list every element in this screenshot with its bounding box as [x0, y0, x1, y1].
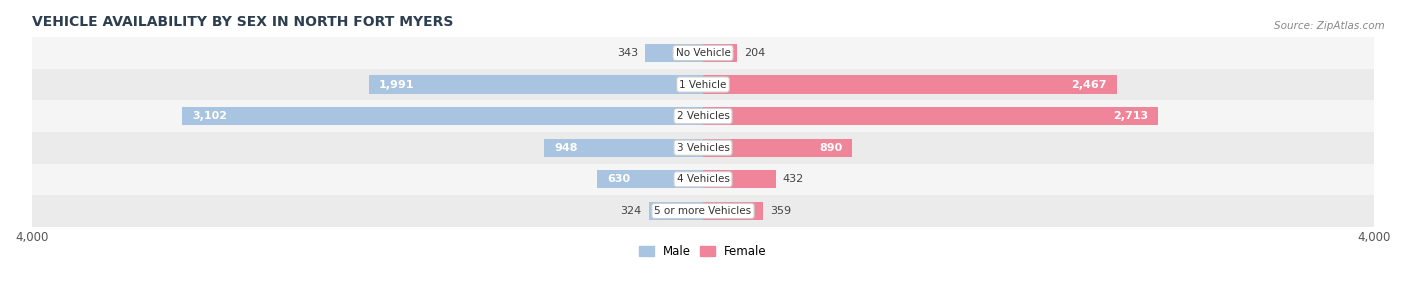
- Bar: [648, 202, 703, 220]
- Text: 204: 204: [744, 48, 765, 58]
- Bar: [183, 107, 703, 125]
- Text: 890: 890: [820, 143, 842, 153]
- Text: 2,713: 2,713: [1114, 111, 1149, 121]
- Bar: [544, 139, 703, 157]
- Text: No Vehicle: No Vehicle: [675, 48, 731, 58]
- Bar: [32, 100, 1374, 132]
- Text: 4 Vehicles: 4 Vehicles: [676, 174, 730, 184]
- Text: 359: 359: [770, 206, 792, 216]
- Bar: [645, 44, 703, 62]
- Bar: [32, 69, 1374, 100]
- Text: 948: 948: [554, 143, 578, 153]
- Text: 2,467: 2,467: [1071, 80, 1107, 90]
- Bar: [368, 75, 703, 94]
- Bar: [703, 44, 737, 62]
- Text: Source: ZipAtlas.com: Source: ZipAtlas.com: [1274, 21, 1385, 32]
- Bar: [32, 195, 1374, 227]
- Legend: Male, Female: Male, Female: [634, 240, 772, 263]
- Text: 3,102: 3,102: [193, 111, 228, 121]
- Text: 3 Vehicles: 3 Vehicles: [676, 143, 730, 153]
- Bar: [598, 170, 703, 188]
- Bar: [703, 75, 1116, 94]
- Bar: [32, 163, 1374, 195]
- Bar: [703, 107, 1159, 125]
- Bar: [32, 132, 1374, 163]
- Bar: [703, 139, 852, 157]
- Bar: [32, 37, 1374, 69]
- Bar: [703, 170, 776, 188]
- Text: 1 Vehicle: 1 Vehicle: [679, 80, 727, 90]
- Text: 1,991: 1,991: [380, 80, 415, 90]
- Text: 5 or more Vehicles: 5 or more Vehicles: [654, 206, 752, 216]
- Text: 324: 324: [620, 206, 643, 216]
- Text: 2 Vehicles: 2 Vehicles: [676, 111, 730, 121]
- Text: VEHICLE AVAILABILITY BY SEX IN NORTH FORT MYERS: VEHICLE AVAILABILITY BY SEX IN NORTH FOR…: [32, 15, 453, 29]
- Text: 432: 432: [782, 174, 803, 184]
- Text: 630: 630: [607, 174, 630, 184]
- Text: 343: 343: [617, 48, 638, 58]
- Bar: [703, 202, 763, 220]
